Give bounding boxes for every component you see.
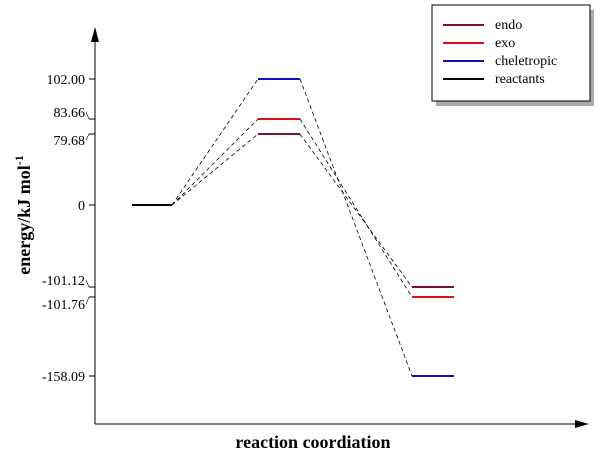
y-tick-leader: [85, 279, 90, 288]
connector-cheletropic: [299, 78, 413, 377]
legend: endo exo cheletropic reactants: [431, 4, 594, 106]
connector-endo: [171, 133, 259, 206]
y-tick-leader: [85, 133, 90, 141]
x-axis-label: reaction coordiation: [235, 432, 390, 452]
y-tick-label: 102.00: [47, 73, 86, 88]
y-tick-label: 0: [78, 199, 85, 214]
y-tick-label: 79.68: [54, 134, 86, 149]
legend-label-reactants: reactants: [495, 72, 545, 87]
y-axis-arrow: [91, 27, 99, 42]
connector-endo: [299, 133, 413, 288]
legend-label-endo: endo: [495, 18, 522, 33]
y-tick-label: 83.66: [54, 106, 86, 121]
legend-label-cheletropic: cheletropic: [495, 54, 557, 69]
y-tick-label: -101.12: [42, 274, 85, 289]
connector-exo: [171, 118, 259, 206]
y-tick-leader: [85, 296, 90, 305]
legend-box: [431, 4, 591, 102]
y-tick-label: -158.09: [42, 370, 85, 385]
legend-label-exo: exo: [495, 36, 515, 51]
y-axis-label: energy/kJ mol-1: [12, 155, 34, 275]
connector-exo: [299, 118, 413, 298]
y-tick-label: -101.76: [42, 298, 85, 313]
y-axis-label-superscript: -1: [12, 155, 26, 165]
x-axis-arrow: [575, 420, 589, 428]
connector-cheletropic: [171, 78, 259, 206]
y-tick-leader: [85, 111, 90, 120]
